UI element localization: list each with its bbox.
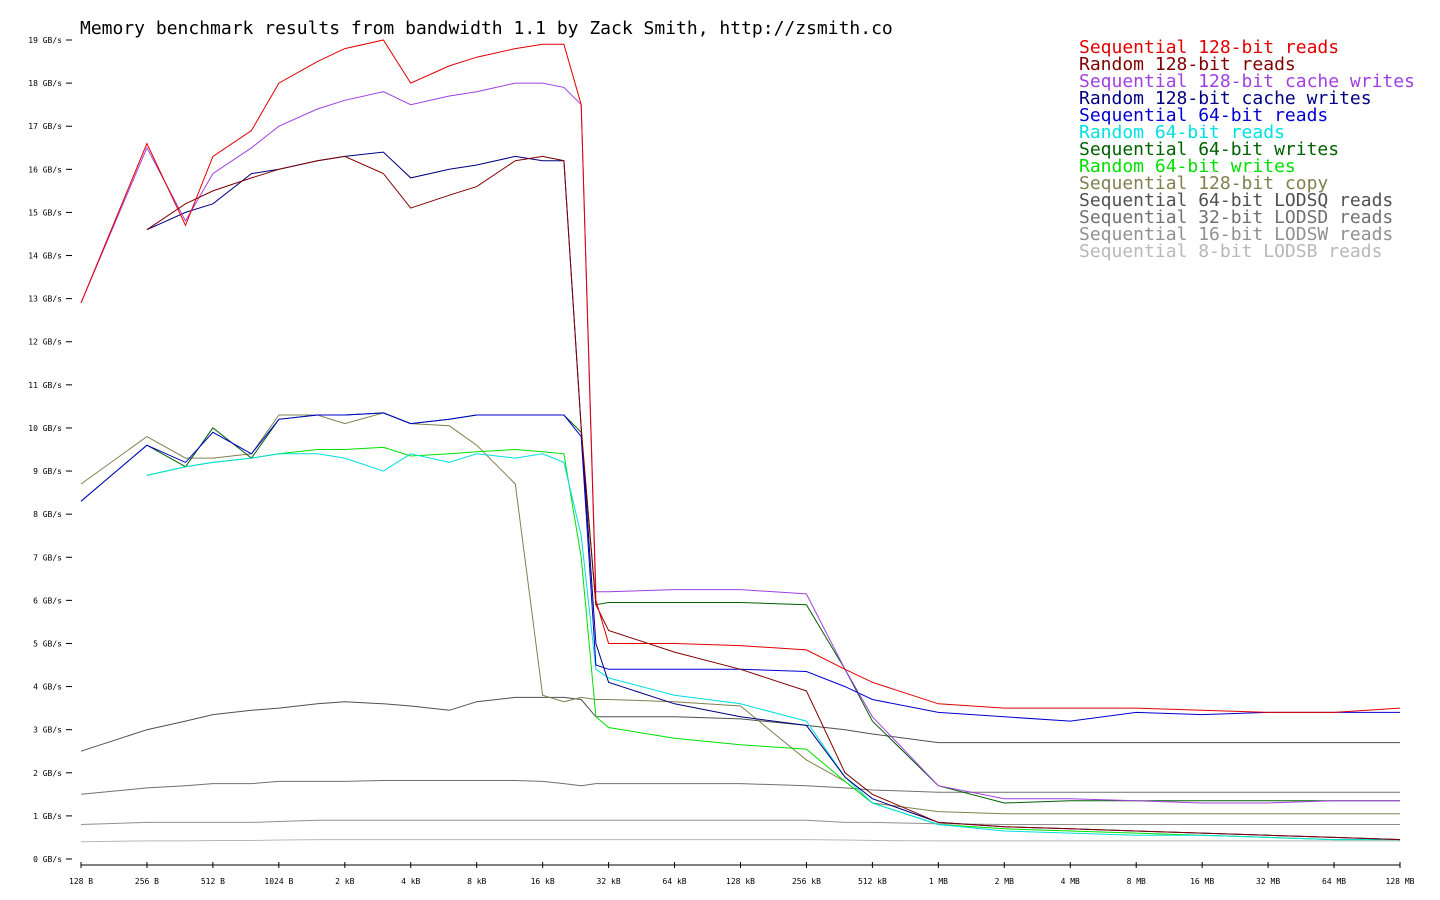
x-tick-label: 128 kB — [726, 877, 755, 886]
y-tick-label: 0 GB/s — [33, 855, 62, 864]
series-line — [146, 453, 1400, 841]
x-tick-label: 32 MB — [1256, 877, 1280, 886]
y-tick-label: 2 GB/s — [33, 769, 62, 778]
y-tick-label: 10 GB/s — [28, 424, 62, 433]
series-line — [80, 696, 1400, 752]
y-tick-label: 16 GB/s — [28, 165, 62, 174]
y-tick-label: 3 GB/s — [33, 726, 62, 735]
legend-entry: Sequential 32-bit LODSD reads — [1079, 207, 1393, 228]
legend-entry: Sequential 128-bit reads — [1079, 37, 1339, 58]
x-tick-label: 16 kB — [531, 877, 555, 886]
y-tick-label: 1 GB/s — [33, 812, 62, 821]
legend-entry: Sequential 64-bit reads — [1079, 105, 1328, 126]
y-tick-label: 9 GB/s — [33, 467, 62, 476]
legend-entry: Random 128-bit cache writes — [1079, 88, 1372, 109]
x-tick-label: 128 MB — [1386, 877, 1415, 886]
series-line — [80, 780, 1400, 795]
x-tick-label: 128 B — [69, 877, 93, 886]
series-line — [80, 819, 1400, 825]
series-line — [80, 839, 1400, 843]
series-line — [80, 412, 1400, 722]
y-tick-label: 15 GB/s — [28, 208, 62, 217]
series-line — [80, 39, 1401, 713]
y-tick-label: 7 GB/s — [33, 553, 62, 562]
x-tick-label: 32 kB — [597, 877, 621, 886]
legend-entry: Sequential 128-bit copy — [1079, 173, 1328, 194]
y-tick-label: 11 GB/s — [28, 381, 62, 390]
x-tick-label: 4 MB — [1061, 877, 1080, 886]
legend-entry: Sequential 8-bit LODSB reads — [1079, 241, 1382, 262]
y-tick-label: 18 GB/s — [28, 79, 62, 88]
series-line — [146, 155, 1401, 841]
x-tick-label: 8 MB — [1127, 877, 1146, 886]
x-tick-label: 256 B — [135, 877, 159, 886]
chart-title: Memory benchmark results from bandwidth … — [80, 18, 893, 39]
x-tick-label: 2 kB — [335, 877, 354, 886]
x-tick-label: 8 kB — [467, 877, 486, 886]
x-tick-label: 4 kB — [401, 877, 420, 886]
series-line — [80, 412, 1400, 815]
y-tick-label: 4 GB/s — [33, 683, 62, 692]
x-tick-label: 64 MB — [1322, 877, 1346, 886]
y-tick-label: 17 GB/s — [28, 122, 62, 131]
y-tick-label: 13 GB/s — [28, 295, 62, 304]
x-tick-label: 16 MB — [1190, 877, 1214, 886]
x-tick-label: 512 B — [201, 877, 225, 886]
legend-entry: Random 64-bit reads — [1079, 122, 1285, 143]
legend-entry: Sequential 16-bit LODSW reads — [1079, 224, 1393, 245]
y-tick-label: 6 GB/s — [33, 596, 62, 605]
y-tick-label: 14 GB/s — [28, 252, 62, 261]
legend-entry: Sequential 128-bit cache writes — [1079, 71, 1415, 92]
legend-entry: Sequential 64-bit writes — [1079, 139, 1339, 160]
x-tick-label: 64 kB — [663, 877, 687, 886]
x-tick-label: 1 MB — [929, 877, 948, 886]
y-tick-label: 8 GB/s — [33, 510, 62, 519]
legend-entry: Sequential 64-bit LODSQ reads — [1079, 190, 1393, 211]
legend-entry: Random 64-bit writes — [1079, 156, 1296, 177]
legend-entry: Random 128-bit reads — [1079, 54, 1296, 75]
series-line — [146, 446, 1400, 841]
y-tick-label: 5 GB/s — [33, 639, 62, 648]
x-tick-label: 256 kB — [792, 877, 821, 886]
x-tick-label: 1024 B — [264, 877, 293, 886]
x-tick-label: 2 MB — [995, 877, 1014, 886]
y-tick-label: 12 GB/s — [28, 338, 62, 347]
y-tick-label: 19 GB/s — [28, 36, 62, 45]
x-tick-label: 512 kB — [858, 877, 887, 886]
